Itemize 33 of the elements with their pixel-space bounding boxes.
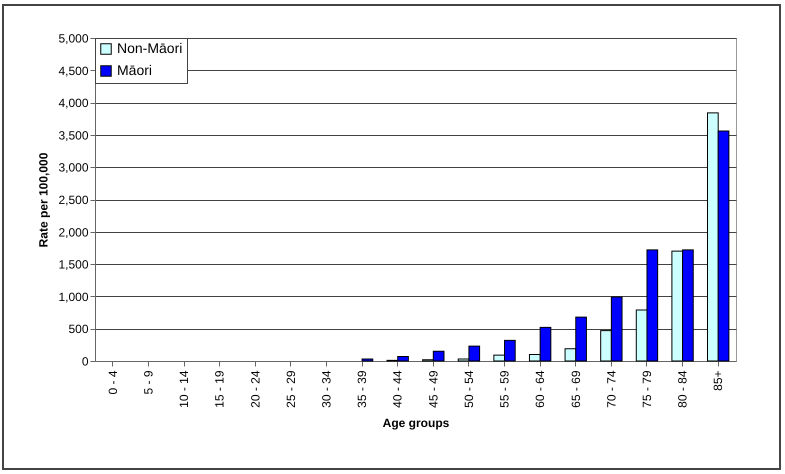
x-tick-label: 15 - 19 bbox=[212, 370, 227, 408]
y-tick-label: 3,000 bbox=[58, 160, 89, 175]
x-tick-label: 35 - 39 bbox=[355, 370, 370, 408]
x-axis-title: Age groups bbox=[382, 416, 450, 430]
y-tick-label: 0 bbox=[82, 354, 89, 368]
x-tick-label: 5 - 9 bbox=[141, 370, 156, 395]
x-tick-label: 10 - 14 bbox=[177, 370, 192, 408]
y-axis-title: Rate per 100,000 bbox=[36, 152, 50, 248]
y-tick-label: 1,000 bbox=[58, 290, 89, 304]
x-tick-label: 50 - 54 bbox=[462, 370, 476, 408]
y-tick-label: 2,500 bbox=[58, 193, 89, 207]
x-tick-label: 85+ bbox=[711, 370, 726, 391]
x-tick-label: 65 - 69 bbox=[568, 370, 583, 408]
x-tick-label: 20 - 24 bbox=[248, 370, 262, 408]
x-tick-label: 80 - 84 bbox=[676, 370, 690, 408]
x-tick-label: 75 - 79 bbox=[640, 370, 654, 408]
y-tick-label: 4,000 bbox=[58, 96, 89, 110]
y-tick-label: 1,500 bbox=[58, 258, 89, 272]
x-tick-label: 40 - 44 bbox=[390, 370, 405, 408]
x-tick-label: 30 - 34 bbox=[319, 370, 334, 408]
x-tick-label: 45 - 49 bbox=[426, 370, 440, 408]
x-tick-label: 25 - 29 bbox=[284, 370, 298, 408]
x-tick-label: 60 - 64 bbox=[533, 370, 548, 408]
y-tick-label: 500 bbox=[68, 322, 89, 336]
y-tick-label: 2,000 bbox=[58, 225, 89, 240]
x-tick-label: 70 - 74 bbox=[604, 370, 618, 408]
y-tick-label: 5,000 bbox=[58, 32, 89, 46]
y-tick-label: 3,500 bbox=[58, 128, 89, 142]
x-tick-label: 55 - 59 bbox=[498, 370, 512, 408]
legend-label: Non-Māori bbox=[117, 40, 182, 56]
legend-label: Māori bbox=[117, 62, 152, 78]
x-tick-label: 0 - 4 bbox=[106, 370, 120, 395]
y-tick-label: 4,500 bbox=[58, 64, 89, 78]
